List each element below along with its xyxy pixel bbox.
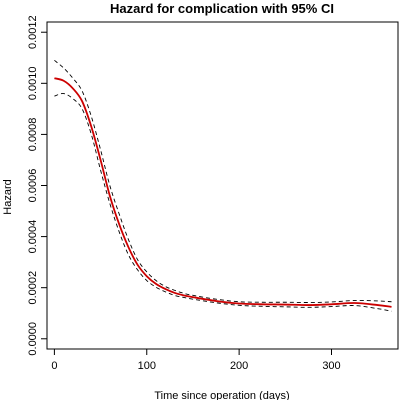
y-tick-label: 0.0008: [27, 118, 39, 152]
y-axis-label: Hazard: [2, 179, 14, 214]
x-axis: 0 100 200 300: [51, 349, 341, 372]
plot-lines: [54, 59, 392, 312]
ci-upper-line: [54, 59, 392, 303]
y-tick-label: 0.0012: [27, 15, 39, 49]
y-axis: 0.0000 0.0002 0.0004 0.0006 0.0008 0.0010 0.00…: [27, 15, 47, 356]
y-tick-label: 0.0000: [27, 322, 39, 356]
chart-title: Hazard for complication with 95% CI: [110, 1, 334, 16]
x-tick-label: 0: [51, 360, 57, 372]
hazard-estimate-line: [54, 77, 392, 308]
x-axis-label: Time since operation (days): [154, 390, 289, 400]
y-tick-label: 0.0004: [27, 220, 39, 254]
y-tick-label: 0.0002: [27, 271, 39, 305]
x-tick-label: 200: [230, 360, 248, 372]
x-tick-label: 100: [138, 360, 156, 372]
x-tick-label: 300: [322, 360, 340, 372]
ci-lower-line: [54, 93, 392, 312]
y-tick-label: 0.0010: [27, 66, 39, 100]
y-tick-label: 0.0006: [27, 169, 39, 203]
